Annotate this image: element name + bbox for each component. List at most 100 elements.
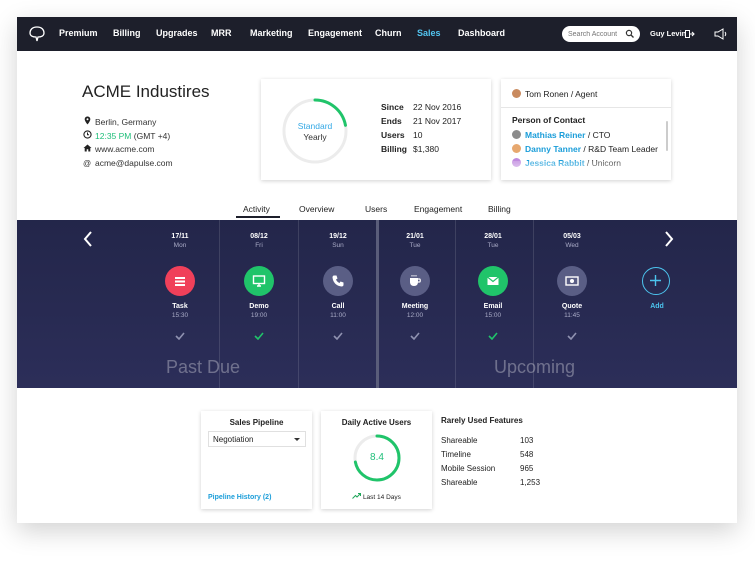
company-name: ACME Industires — [82, 82, 210, 101]
feature-name: Shareable — [441, 436, 478, 445]
logout-icon[interactable] — [685, 29, 695, 39]
tab-overview[interactable]: Overview — [299, 204, 335, 214]
search-icon[interactable] — [625, 29, 635, 39]
event-name: Task — [172, 303, 188, 310]
chevron-left-icon[interactable] — [81, 230, 95, 248]
event-day: Fri — [255, 242, 263, 249]
feature-value: 103 — [520, 436, 534, 445]
contact-name[interactable]: Danny Tanner — [525, 144, 582, 154]
check-icon[interactable] — [567, 327, 577, 341]
search-box[interactable] — [562, 26, 640, 42]
phone-icon — [332, 275, 344, 287]
nav-item-churn[interactable]: Churn — [375, 28, 402, 38]
dau-footer: Last 14 Days — [321, 493, 432, 501]
megaphone-icon[interactable] — [714, 28, 728, 40]
event-meeting-button[interactable] — [400, 266, 430, 296]
plan-progress-ring — [282, 98, 348, 164]
pipeline-title: Sales Pipeline — [229, 418, 284, 427]
dau-period: Last 14 Days — [362, 494, 401, 501]
feature-name: Shareable — [441, 478, 478, 487]
plus-icon — [650, 275, 661, 286]
event-demo-button[interactable] — [244, 266, 274, 296]
event-date: 08/12 — [250, 233, 268, 240]
chevron-right-icon[interactable] — [662, 230, 676, 248]
event-name: Call — [331, 303, 345, 310]
event-day: Sun — [332, 242, 344, 249]
poc-title: Person of Contact — [512, 115, 586, 125]
active-tab-underline — [236, 216, 280, 218]
event-day: Tue — [487, 242, 499, 249]
monitor-icon — [252, 275, 266, 287]
tab-activity[interactable]: Activity — [243, 204, 270, 214]
top-nav: Premium Billing Upgrades MRR Marketing E… — [17, 17, 737, 51]
tab-users[interactable]: Users — [365, 204, 388, 214]
agent-name: Tom Ronen — [525, 89, 569, 99]
envelope-icon — [487, 276, 499, 285]
search-input[interactable] — [568, 28, 626, 40]
logo-icon[interactable] — [28, 25, 46, 43]
contact-row[interactable]: Mathias Reiner / CTO — [512, 130, 610, 140]
contact-row[interactable]: Danny Tanner / R&D Team Leader — [512, 144, 658, 154]
contact-scrollbar[interactable] — [666, 121, 668, 151]
email-link[interactable]: acme@dapulse.com — [95, 158, 173, 168]
event-call-button[interactable] — [323, 266, 353, 296]
column-divider — [455, 220, 456, 388]
nav-item-premium[interactable]: Premium — [59, 28, 98, 38]
website-link[interactable]: www.acme.com — [95, 144, 155, 154]
nav-item-billing[interactable]: Billing — [113, 28, 141, 38]
check-done-icon[interactable] — [488, 327, 498, 341]
check-icon[interactable] — [175, 327, 185, 341]
check-icon[interactable] — [333, 327, 343, 341]
past-due-label: Past Due — [166, 357, 241, 377]
company-location: Berlin, Germany — [82, 116, 156, 127]
upcoming-label: Upcoming — [494, 357, 576, 377]
add-label[interactable]: Add — [650, 303, 664, 310]
tab-engagement[interactable]: Engagement — [414, 204, 463, 214]
event-time: 12:00 — [406, 312, 424, 319]
nav-item-sales[interactable]: Sales — [417, 28, 441, 38]
check-icon[interactable] — [410, 327, 420, 341]
feature-name: Timeline — [441, 450, 471, 459]
caret-down-icon — [294, 438, 300, 441]
event-quote-button[interactable] — [557, 266, 587, 296]
contact-name[interactable]: Mathias Reiner — [525, 130, 586, 140]
nav-item-dashboard[interactable]: Dashboard — [458, 28, 506, 38]
event-day: Wed — [565, 242, 579, 249]
plan-type: Standard — [297, 121, 333, 131]
nav-item-mrr[interactable]: MRR — [211, 28, 232, 38]
contact-card: Tom Ronen / Agent Person of Contact Math… — [501, 79, 671, 180]
company-time: 12:35 PM (GMT +4) — [82, 130, 170, 141]
column-divider — [298, 220, 299, 388]
pipeline-history-link[interactable]: Pipeline History (2) — [208, 494, 272, 501]
plan-period: Yearly — [303, 132, 327, 142]
rare-features-title: Rarely Used Features — [441, 416, 523, 425]
event-date: 21/01 — [406, 233, 424, 240]
nav-item-upgrades[interactable]: Upgrades — [156, 28, 198, 38]
location-text: Berlin, Germany — [95, 117, 157, 127]
user-name[interactable]: Guy Levin — [650, 29, 687, 38]
event-email-button[interactable] — [478, 266, 508, 296]
agent-role: / Agent — [570, 89, 598, 99]
add-activity-button[interactable] — [642, 267, 670, 295]
timezone: (GMT +4) — [133, 131, 171, 141]
coffee-icon — [410, 275, 421, 286]
dau-progress-arc — [353, 434, 401, 482]
billing-value: $1,380 — [413, 144, 439, 154]
event-date: 05/03 — [563, 233, 581, 240]
company-email[interactable]: @ acme@dapulse.com — [82, 158, 173, 168]
app-window: Premium Billing Upgrades MRR Marketing E… — [17, 17, 737, 523]
local-time: 12:35 PM — [95, 131, 132, 141]
nav-item-marketing[interactable]: Marketing — [250, 28, 293, 38]
dau-title: Daily Active Users — [341, 418, 412, 427]
contact-role: / R&D Team Leader — [583, 144, 658, 154]
event-task-button[interactable] — [165, 266, 195, 296]
today-divider — [376, 220, 379, 388]
pipeline-stage-select[interactable]: Negotiation — [208, 431, 306, 447]
tab-billing[interactable]: Billing — [488, 204, 511, 214]
check-done-icon[interactable] — [254, 327, 264, 341]
home-icon — [82, 144, 92, 154]
company-website[interactable]: www.acme.com — [82, 144, 155, 154]
nav-item-engagement[interactable]: Engagement — [308, 28, 363, 38]
agent-row[interactable]: Tom Ronen / Agent — [512, 89, 597, 99]
column-divider — [219, 220, 220, 388]
